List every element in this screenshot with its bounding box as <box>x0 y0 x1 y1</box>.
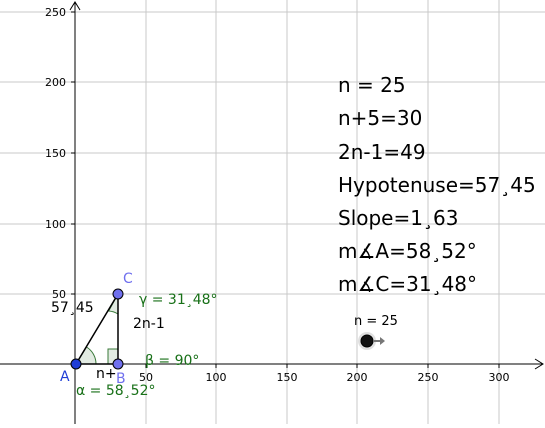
point-a[interactable] <box>70 358 82 370</box>
point-c-label: C <box>123 271 133 287</box>
y-tick-label: 150 <box>45 147 66 160</box>
x-tick-label: 150 <box>277 371 298 384</box>
point-b-label: B <box>116 371 126 387</box>
x-tick-label: 50 <box>139 371 153 384</box>
y-axis-arrow-icon <box>69 1 81 11</box>
side-ac-hypotenuse <box>75 293 119 365</box>
n-slider[interactable]: n = 25 <box>354 314 398 350</box>
x-tick-label: 250 <box>418 371 439 384</box>
info-line: Hypotenuse=57¸45 <box>338 173 536 197</box>
info-line: m∡C=31¸48° <box>338 272 477 296</box>
info-line: n+5=30 <box>338 106 422 130</box>
x-tick-label: 200 <box>347 371 368 384</box>
point-b[interactable] <box>112 358 124 370</box>
x-axis-arrow-icon <box>534 358 544 370</box>
angle-alpha-label: α = 58¸52° <box>76 383 156 399</box>
y-tick-label: 200 <box>45 76 66 89</box>
point-a-label: A <box>60 369 70 385</box>
y-tick-labels: 50 100 150 200 250 <box>45 6 66 301</box>
hypotenuse-length-label: 57¸45 <box>51 300 94 316</box>
point-c[interactable] <box>112 288 124 300</box>
info-line: m∡A=58¸52° <box>338 239 477 263</box>
slider-label: n = 25 <box>354 314 398 329</box>
vertical-leg-label: 2n-1 <box>133 316 165 332</box>
angle-beta-label: β = 90° <box>145 353 199 369</box>
horizontal-leg-label: n+ <box>96 366 117 382</box>
y-tick-label: 50 <box>52 288 66 301</box>
x-tick-labels: 50 100 150 200 250 300 <box>139 371 510 384</box>
angle-gamma-label: γ = 31¸48° <box>139 292 218 308</box>
slider-handle[interactable] <box>360 334 374 348</box>
x-tick-label: 300 <box>489 371 510 384</box>
y-tick-label: 100 <box>45 218 66 231</box>
info-line: 2n-1=49 <box>338 140 426 164</box>
info-panel: n = 25 n+5=30 2n-1=49 Hypotenuse=57¸45 S… <box>338 73 536 296</box>
info-line: Slope=1¸63 <box>338 206 458 230</box>
info-line: n = 25 <box>338 73 406 97</box>
triangle[interactable] <box>75 293 119 365</box>
x-tick-label: 100 <box>206 371 227 384</box>
y-tick-label: 250 <box>45 6 66 19</box>
slider-arrow-icon <box>380 337 385 345</box>
